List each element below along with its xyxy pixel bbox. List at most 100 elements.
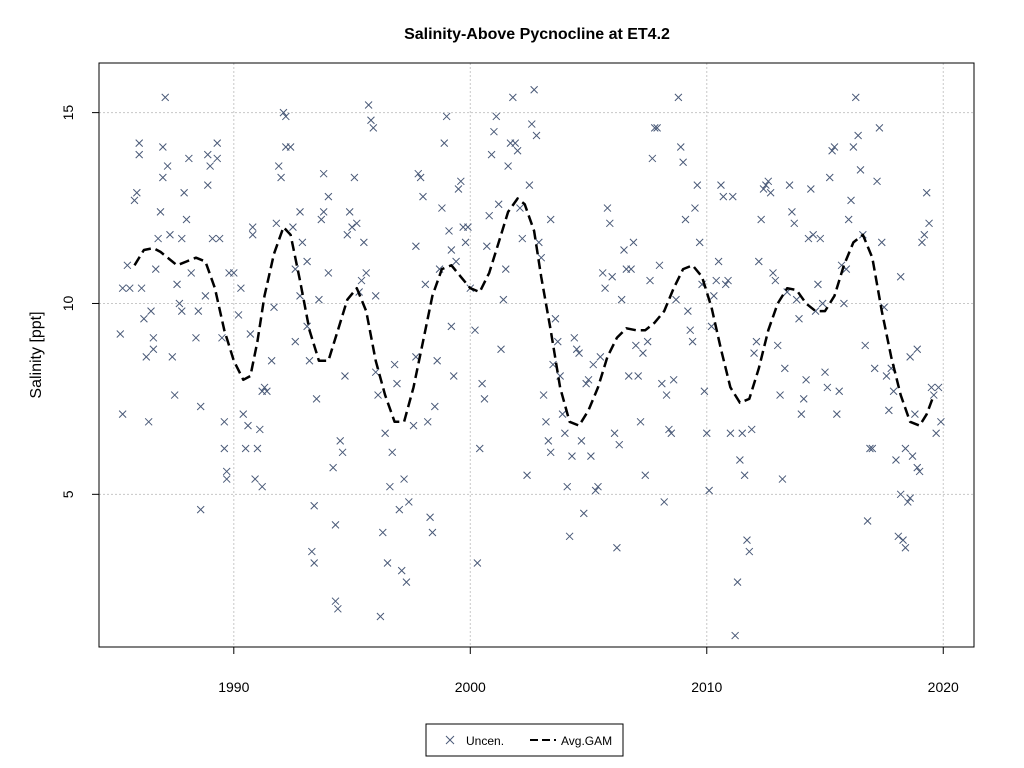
data-point: [383, 559, 392, 567]
data-point: [516, 204, 524, 212]
data-point: [636, 417, 645, 426]
data-point: [381, 429, 390, 438]
data-point: [634, 372, 643, 380]
data-point: [584, 375, 593, 384]
data-point: [338, 448, 347, 457]
data-point: [785, 181, 794, 189]
data-point: [795, 314, 803, 323]
data-point: [213, 154, 222, 163]
data-point: [272, 219, 281, 228]
data-point: [913, 345, 922, 354]
data-point: [343, 230, 352, 239]
data-point: [877, 238, 886, 247]
data-point: [324, 269, 333, 277]
data-point: [461, 238, 470, 247]
y-tick-label: 15: [60, 105, 76, 121]
data-point: [185, 154, 193, 163]
data-point: [587, 452, 595, 461]
data-point: [511, 139, 520, 148]
data-point: [613, 543, 621, 552]
data-point: [714, 257, 723, 266]
data-point: [724, 276, 732, 285]
x-tick-label: 2000: [455, 679, 486, 695]
data-point: [710, 291, 718, 300]
data-point: [286, 143, 295, 151]
legend: Uncen. Avg.GAM: [425, 723, 624, 757]
data-point: [135, 139, 144, 148]
data-point: [861, 341, 870, 350]
data-point: [307, 547, 316, 556]
data-point: [248, 230, 257, 239]
data-point: [579, 509, 588, 518]
data-point: [390, 360, 399, 369]
data-point: [565, 532, 574, 541]
data-point: [683, 307, 692, 315]
data-point: [866, 444, 874, 453]
data-point: [906, 494, 915, 502]
data-point: [851, 93, 860, 102]
data-point: [123, 261, 132, 270]
data-point: [906, 353, 915, 361]
data-point: [523, 471, 531, 480]
x-tick-label: 2020: [928, 679, 959, 695]
data-point: [828, 146, 836, 155]
data-point: [158, 173, 167, 182]
data-point: [333, 604, 342, 613]
data-point: [125, 284, 134, 293]
data-point: [665, 425, 673, 434]
legend-label-gam: Avg.GAM: [561, 734, 612, 748]
data-point: [222, 475, 231, 483]
data-point: [449, 372, 458, 380]
data-point: [194, 307, 203, 315]
data-point: [844, 215, 853, 224]
data-point: [804, 234, 813, 243]
data-point: [237, 284, 245, 293]
data-point: [809, 230, 818, 239]
data-point: [615, 440, 624, 449]
data-point: [158, 143, 167, 151]
data-point: [277, 173, 285, 182]
grid-lines: [99, 63, 974, 647]
data-point: [433, 356, 442, 365]
data-point: [792, 295, 801, 304]
data-point: [814, 280, 822, 289]
data-point: [166, 230, 174, 239]
data-point: [676, 143, 685, 151]
data-point: [693, 181, 702, 189]
data-point: [412, 242, 420, 251]
data-point: [244, 421, 252, 430]
data-point: [154, 234, 162, 243]
data-point: [575, 349, 583, 357]
data-point: [177, 307, 186, 315]
data-point: [246, 330, 255, 338]
data-point: [274, 162, 283, 170]
data-point: [192, 333, 200, 342]
data-point: [915, 467, 924, 476]
data-point: [934, 383, 943, 392]
data-point: [310, 559, 319, 567]
data-point: [655, 261, 664, 270]
data-point: [700, 387, 709, 396]
data-point: [643, 337, 652, 346]
data-point: [388, 448, 397, 457]
x-axis: 1990 2000 2010 2020: [218, 647, 959, 695]
data-point: [561, 429, 569, 438]
data-point: [721, 280, 730, 289]
data-point: [319, 169, 328, 178]
data-point: [873, 177, 881, 186]
data-point: [161, 93, 170, 102]
data-point: [648, 154, 657, 163]
data-point: [404, 498, 413, 506]
data-point: [135, 150, 144, 159]
data-point: [386, 482, 394, 491]
data-point: [144, 417, 153, 426]
data-point: [118, 410, 127, 419]
data-point: [835, 387, 844, 396]
data-point: [173, 280, 181, 289]
data-point: [568, 452, 576, 461]
data-point: [267, 356, 276, 365]
data-point: [778, 475, 787, 483]
data-point: [608, 272, 617, 281]
data-point: [234, 311, 243, 319]
